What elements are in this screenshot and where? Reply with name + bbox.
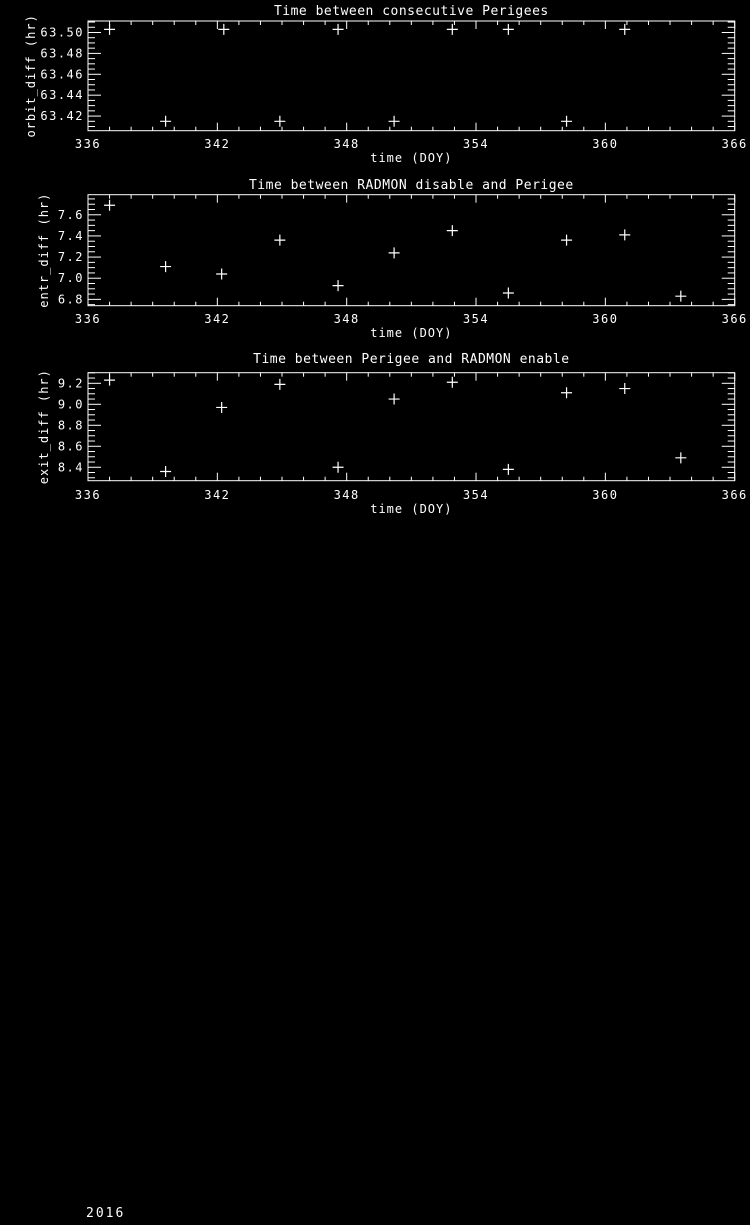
y-tick-label: 63.42 [40,109,84,123]
y-tick-label: 7.0 [58,271,84,285]
data-points [104,23,631,127]
data-point-marker [216,401,228,413]
data-point-marker [619,383,631,395]
x-tick-label: 336 [75,137,101,151]
x-tick-label: 342 [204,312,230,326]
data-point-marker [332,461,344,473]
x-tick-label: 354 [463,137,489,151]
x-tick-label: 348 [334,488,360,502]
data-point-marker [446,23,458,35]
data-point-marker [104,199,116,211]
plot-title: Time between Perigee and RADMON enable [253,352,569,367]
axis-ticks [87,372,736,481]
x-tick-label: 348 [334,137,360,151]
plot-perigee-to-radmon-enable: 336 342 348 354 360 366 8.4 8.6 8.8 9.0 9.2 Time be… [37,352,748,516]
data-point-marker [675,290,687,302]
data-point-marker [160,261,172,273]
x-tick-label: 366 [722,137,748,151]
data-point-marker [104,23,116,35]
plot-title: Time between consecutive Perigees [274,4,549,19]
data-point-marker [675,452,687,464]
y-tick-label: 63.48 [40,46,84,60]
data-point-marker [619,23,631,35]
plot-title: Time between RADMON disable and Perigee [249,178,574,193]
x-tick-label: 360 [592,488,618,502]
data-point-marker [274,234,286,246]
x-tick-label: 354 [463,312,489,326]
data-point-marker [502,463,514,475]
data-point-marker [332,23,344,35]
x-axis-title: time (DOY) [370,326,452,340]
x-tick-label: 366 [722,312,748,326]
y-tick-label: 63.46 [40,67,84,81]
plot-frame [87,372,736,482]
data-point-marker [561,115,573,127]
y-tick-label: 9.2 [58,376,84,390]
plots-canvas: 336 342 348 354 360 366 63.42 63.44 63.46 63.48 63… [24,4,748,516]
x-tick-label: 336 [75,312,101,326]
y-tick-label: 8.4 [58,460,84,474]
x-axis-title: time (DOY) [370,151,452,165]
plot-frame [87,194,736,307]
y-tick-label: 7.2 [58,250,84,264]
x-tick-label: 336 [75,488,101,502]
y-tick-label: 8.6 [58,439,84,453]
plot-frame [87,20,736,132]
y-axis-title: entr_diff (hr) [37,193,51,308]
x-tick-label: 342 [204,488,230,502]
data-point-marker [561,387,573,399]
y-tick-label: 63.44 [40,88,84,102]
data-point-marker [160,465,172,477]
y-tick-label: 7.6 [58,208,84,222]
data-points [104,199,687,302]
data-point-marker [561,234,573,246]
plot-consecutive-perigees: 336 342 348 354 360 366 63.42 63.44 63.46 63.48 63… [24,4,748,165]
data-point-marker [160,115,172,127]
x-tick-label: 360 [592,137,618,151]
x-tick-label: 348 [334,312,360,326]
data-point-marker [388,247,400,259]
x-tick-label: 360 [592,312,618,326]
data-point-marker [104,374,116,386]
data-points [104,374,687,477]
y-axis-title: exit_diff (hr) [37,369,51,484]
y-tick-label: 8.8 [58,418,84,432]
data-point-marker [216,268,228,280]
data-point-marker [274,115,286,127]
data-point-marker [502,287,514,299]
y-tick-label: 7.4 [58,229,84,243]
data-point-marker [388,393,400,405]
data-point-marker [502,23,514,35]
y-axis-title: orbit_diff (hr) [24,14,38,137]
x-axis-title: time (DOY) [370,502,452,516]
data-point-marker [332,280,344,292]
data-point-marker [388,115,400,127]
x-tick-label: 366 [722,488,748,502]
footer-year-label: 2016 [86,1206,126,1221]
plot-radmon-disable-to-perigee: 336 342 348 354 360 366 6.8 7.0 7.2 7.4 7.6 Time be… [37,178,748,340]
y-tick-label: 9.0 [58,397,84,411]
data-point-marker [218,23,230,35]
y-tick-label: 63.50 [40,25,84,39]
data-point-marker [446,376,458,388]
x-tick-label: 342 [204,137,230,151]
data-point-marker [274,378,286,390]
axis-ticks [87,194,736,306]
x-tick-label: 354 [463,488,489,502]
data-point-marker [619,229,631,241]
y-tick-label: 6.8 [58,292,84,306]
axis-ticks [87,21,736,131]
data-point-marker [446,225,458,237]
